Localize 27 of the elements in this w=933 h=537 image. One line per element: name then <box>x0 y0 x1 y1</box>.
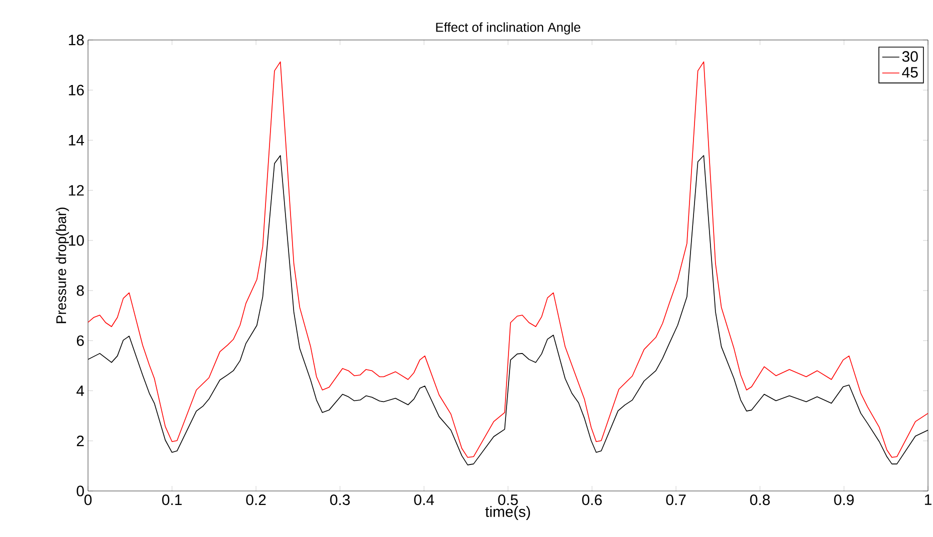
x-tick-label: 0.7 <box>666 494 686 506</box>
y-tick-label: 8 <box>76 285 84 296</box>
x-axis-title: time(s) <box>485 506 530 520</box>
chart-title: Effect of inclination Angle <box>436 22 580 34</box>
line-series <box>88 61 928 458</box>
y-tick-label: 4 <box>76 386 84 396</box>
x-tick-label: 0.5 <box>498 494 518 506</box>
y-tick-label: 0 <box>76 486 84 496</box>
legend-label: 45 <box>902 67 918 78</box>
x-tick-label: 0.2 <box>246 494 266 506</box>
y-tick-label: 2 <box>76 436 84 446</box>
y-tick-label: 12 <box>68 185 84 196</box>
y-tick-label: 10 <box>68 235 84 246</box>
x-tick-label: 0.1 <box>162 494 182 506</box>
y-tick-label: 18 <box>68 34 84 46</box>
y-tick-label: 14 <box>68 135 84 146</box>
y-axis-title: Pressure drop(bar) <box>56 208 69 324</box>
x-tick-label: 1 <box>924 494 932 505</box>
x-tick-label: 0.9 <box>834 494 854 506</box>
x-tick-label: 0.6 <box>582 494 602 506</box>
legend-label: 30 <box>902 51 918 62</box>
y-tick-label: 6 <box>76 335 84 346</box>
x-tick-label: 0.8 <box>750 494 770 506</box>
x-tick-label: 0.3 <box>330 494 350 506</box>
x-tick-label: 0.4 <box>414 494 434 506</box>
y-tick-label: 16 <box>68 84 84 96</box>
x-tick-label: 0 <box>84 494 92 506</box>
